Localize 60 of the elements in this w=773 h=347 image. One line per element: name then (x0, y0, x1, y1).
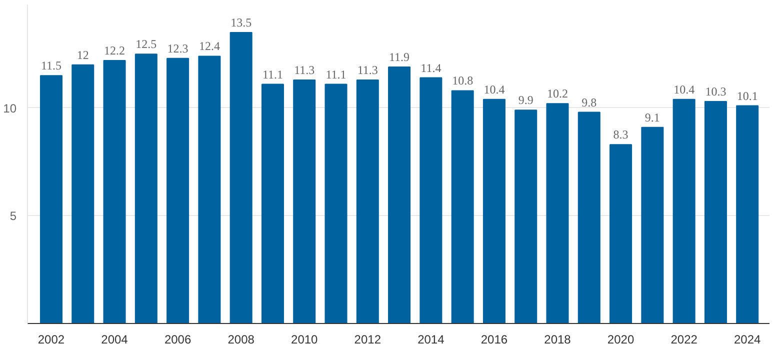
bar (230, 32, 252, 324)
bar (166, 58, 190, 324)
data-label: 11.9 (389, 50, 410, 64)
data-label: 11.5 (40, 58, 62, 73)
bar (103, 60, 126, 324)
data-label: 11.3 (294, 62, 315, 77)
bar (610, 144, 632, 324)
bar (293, 79, 316, 324)
data-label: 11.1 (326, 67, 346, 82)
data-label: 9.9 (518, 93, 534, 108)
bar (451, 90, 474, 324)
data-label: 11.1 (262, 67, 284, 82)
x-tick-label: 2024 (734, 332, 762, 346)
bar (261, 84, 284, 324)
bar (482, 98, 506, 324)
x-tick-label: 2006 (164, 332, 192, 346)
data-label: 9.8 (582, 95, 597, 110)
data-label: 13.5 (230, 16, 252, 30)
bar (324, 84, 348, 324)
bar (388, 66, 411, 324)
bar (736, 105, 759, 324)
bar (704, 100, 727, 324)
data-label: 12.2 (104, 44, 126, 58)
x-tick-label: 2014 (418, 332, 445, 346)
data-label: 8.3 (613, 128, 628, 142)
bar (72, 64, 94, 324)
x-tick-label: 2002 (38, 332, 65, 346)
y-tick-label: 5 (10, 209, 17, 224)
bar (514, 110, 538, 324)
x-tick-label: 2022 (670, 332, 698, 346)
data-label: 10.4 (674, 82, 695, 96)
data-label: 10.3 (705, 84, 726, 98)
data-label: 9.1 (644, 110, 660, 124)
bar (134, 54, 158, 324)
x-tick-label: 2008 (228, 332, 255, 346)
data-label: 11.3 (357, 62, 378, 77)
data-label: 10.8 (452, 74, 474, 88)
bar (420, 77, 442, 324)
bar (546, 103, 569, 324)
bar (641, 126, 664, 324)
x-tick-label: 2020 (607, 332, 634, 346)
y-tick-label: 10 (3, 101, 17, 116)
data-label: 11.4 (420, 60, 442, 75)
bar (198, 56, 221, 324)
data-label: 10.2 (547, 86, 568, 101)
x-tick-label: 2018 (544, 332, 572, 346)
bar (40, 75, 62, 324)
data-label: 10.4 (484, 82, 505, 96)
data-label: 10.1 (736, 88, 758, 103)
data-label: 12 (76, 48, 89, 62)
data-label: 12.5 (136, 37, 157, 52)
data-label: 12.4 (198, 39, 220, 54)
bar (356, 79, 379, 324)
x-tick-label: 2004 (101, 332, 128, 346)
bar (672, 98, 696, 324)
x-tick-label: 2012 (354, 332, 382, 346)
bar (578, 112, 600, 324)
x-tick-label: 2016 (480, 332, 508, 346)
data-label: 12.3 (167, 41, 188, 56)
x-tick-label: 2010 (291, 332, 318, 346)
